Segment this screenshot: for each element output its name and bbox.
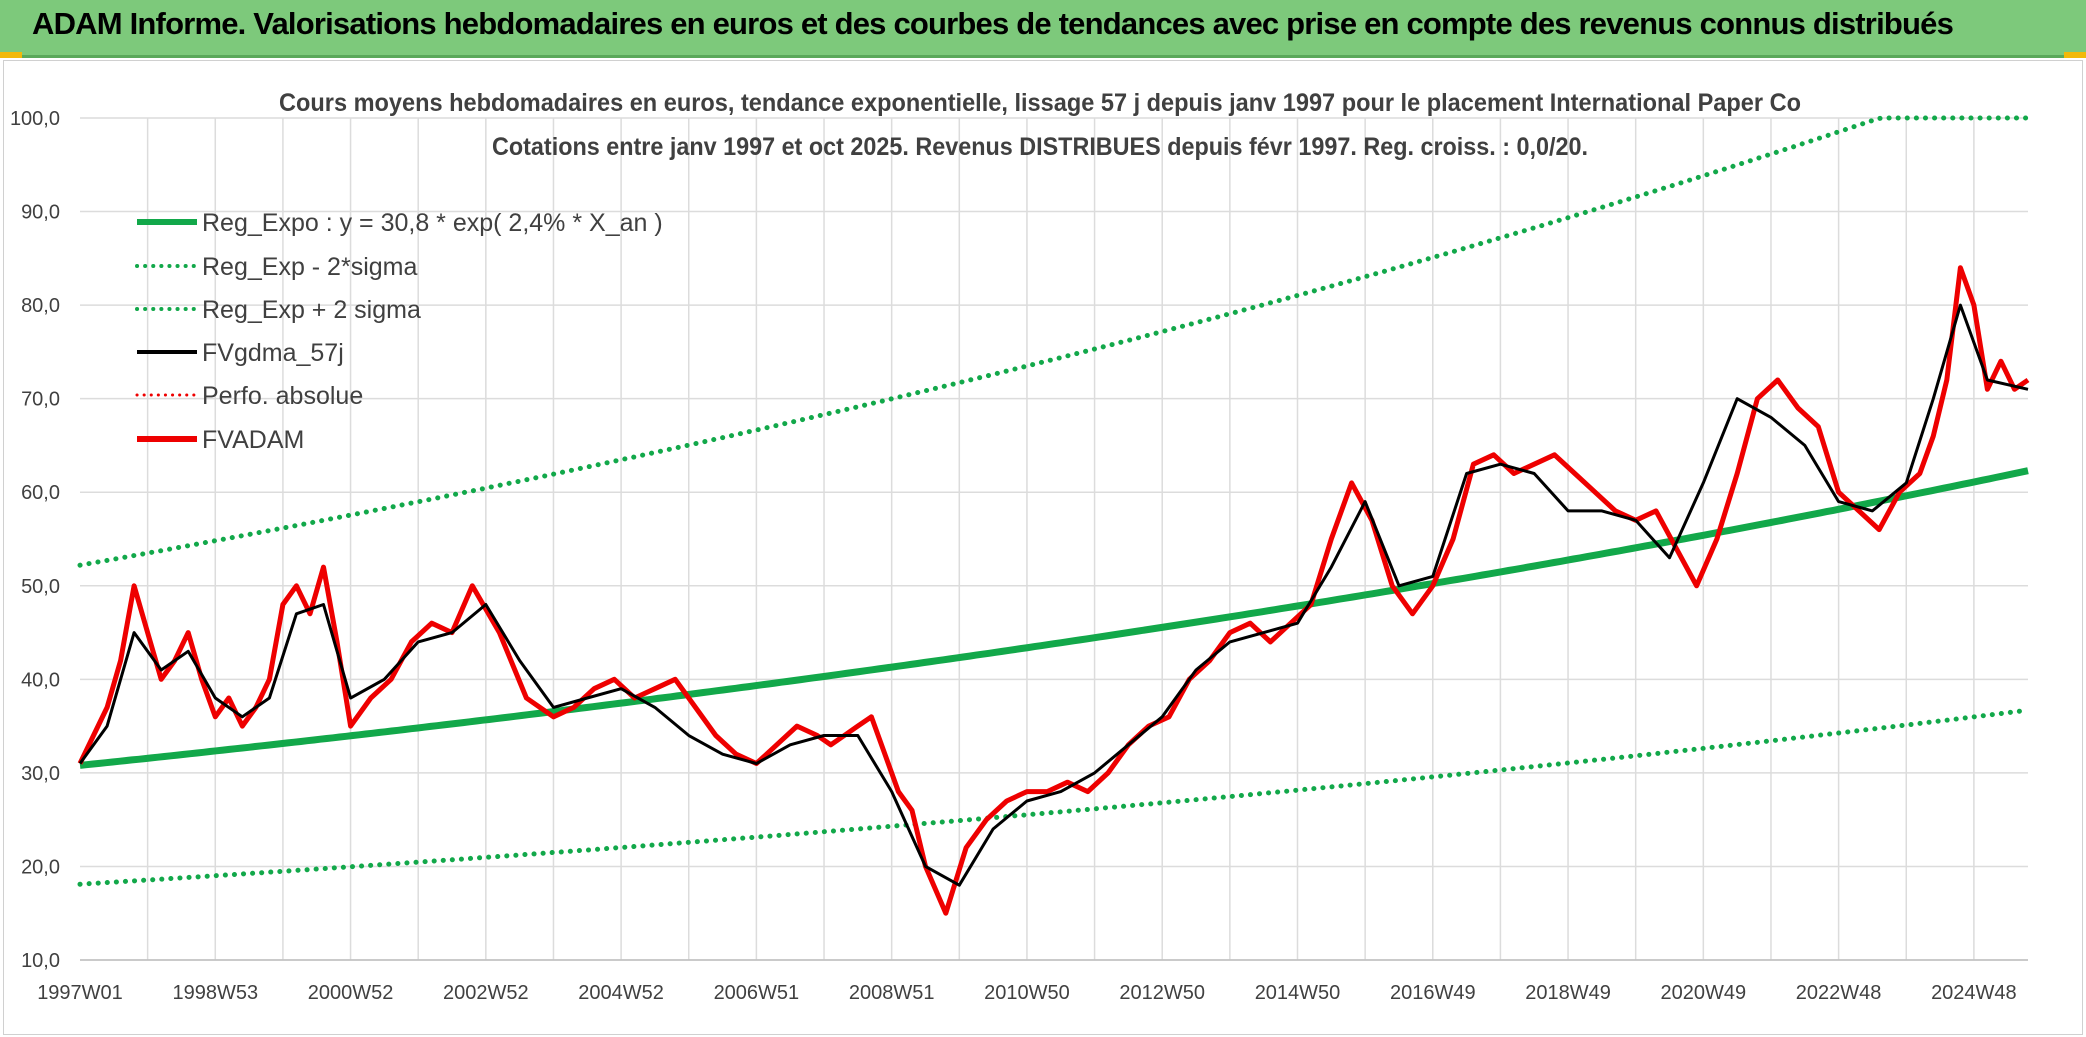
x-tick-label: 2018W49 — [1525, 982, 1611, 1004]
y-tick-label: 90,0 — [21, 202, 60, 224]
legend-label-reg-expo: Reg_Expo : y = 30,8 * exp( 2,4% * X_an ) — [202, 209, 663, 237]
x-tick-label: 2020W49 — [1661, 982, 1747, 1004]
series-fvadam — [77, 265, 2030, 916]
y-tick-label: 80,0 — [21, 295, 60, 317]
y-tick-label: 50,0 — [21, 576, 60, 598]
x-tick-label: 2004W52 — [578, 982, 664, 1004]
report-banner: ADAM Informe. Valorisations hebdomadaire… — [0, 0, 2086, 58]
chart-grid — [80, 117, 2028, 961]
y-tick-label: 10,0 — [21, 950, 60, 972]
x-tick-label: 2022W48 — [1796, 982, 1882, 1004]
series-reg-exp-minus — [77, 707, 2031, 887]
chart-subtitle: Cotations entre janv 1997 et oct 2025. R… — [492, 133, 1588, 161]
chart-legend: Reg_Expo : y = 30,8 * exp( 2,4% * X_an )… — [135, 209, 663, 454]
chart-title: Cours moyens hebdomadaires en euros, ten… — [279, 89, 1801, 117]
x-tick-label: 2002W52 — [443, 982, 529, 1004]
y-tick-label: 20,0 — [21, 856, 60, 878]
banner-right-mark — [2064, 52, 2086, 58]
chart-axes: 10,0 20,0 30,0 40,0 50,0 60,0 70,0 80,0 90,0 100,… — [10, 108, 2028, 1004]
report-title: ADAM Informe. Valorisations hebdomadaire… — [32, 6, 1954, 41]
legend-label-reg-exp-plus: Reg_Exp + 2 sigma — [202, 296, 421, 324]
y-tick-label: 100,0 — [10, 108, 60, 130]
x-tick-label: 2016W49 — [1390, 982, 1476, 1004]
series-reg-exp-plus — [77, 115, 2031, 568]
legend-label-fvadam: FVADAM — [202, 426, 304, 454]
chart-frame — [3, 60, 2083, 1035]
x-tick-label: 2024W48 — [1931, 982, 2017, 1004]
series-reg-expo — [79, 467, 2029, 769]
y-tick-label: 40,0 — [21, 669, 60, 691]
x-tick-label: 2008W51 — [849, 982, 935, 1004]
legend-label-fvgdma: FVgdma_57j — [202, 339, 344, 367]
x-tick-label: 2006W51 — [714, 982, 800, 1004]
series-fvgdma — [78, 303, 2029, 887]
y-tick-label: 60,0 — [21, 482, 60, 504]
x-tick-label: 2000W52 — [308, 982, 394, 1004]
legend-label-reg-exp-minus: Reg_Exp - 2*sigma — [202, 253, 417, 281]
x-tick-label: 2010W50 — [984, 982, 1070, 1004]
banner-left-mark — [0, 52, 22, 58]
x-tick-label: 2014W50 — [1255, 982, 1341, 1004]
x-tick-label: 1998W53 — [172, 982, 258, 1004]
x-tick-label: 1997W01 — [37, 982, 123, 1004]
legend-label-perfo: Perfo. absolue — [202, 382, 363, 410]
y-tick-label: 30,0 — [21, 763, 60, 785]
x-tick-label: 2012W50 — [1119, 982, 1205, 1004]
chart-series — [77, 115, 2031, 916]
y-tick-label: 70,0 — [21, 389, 60, 411]
